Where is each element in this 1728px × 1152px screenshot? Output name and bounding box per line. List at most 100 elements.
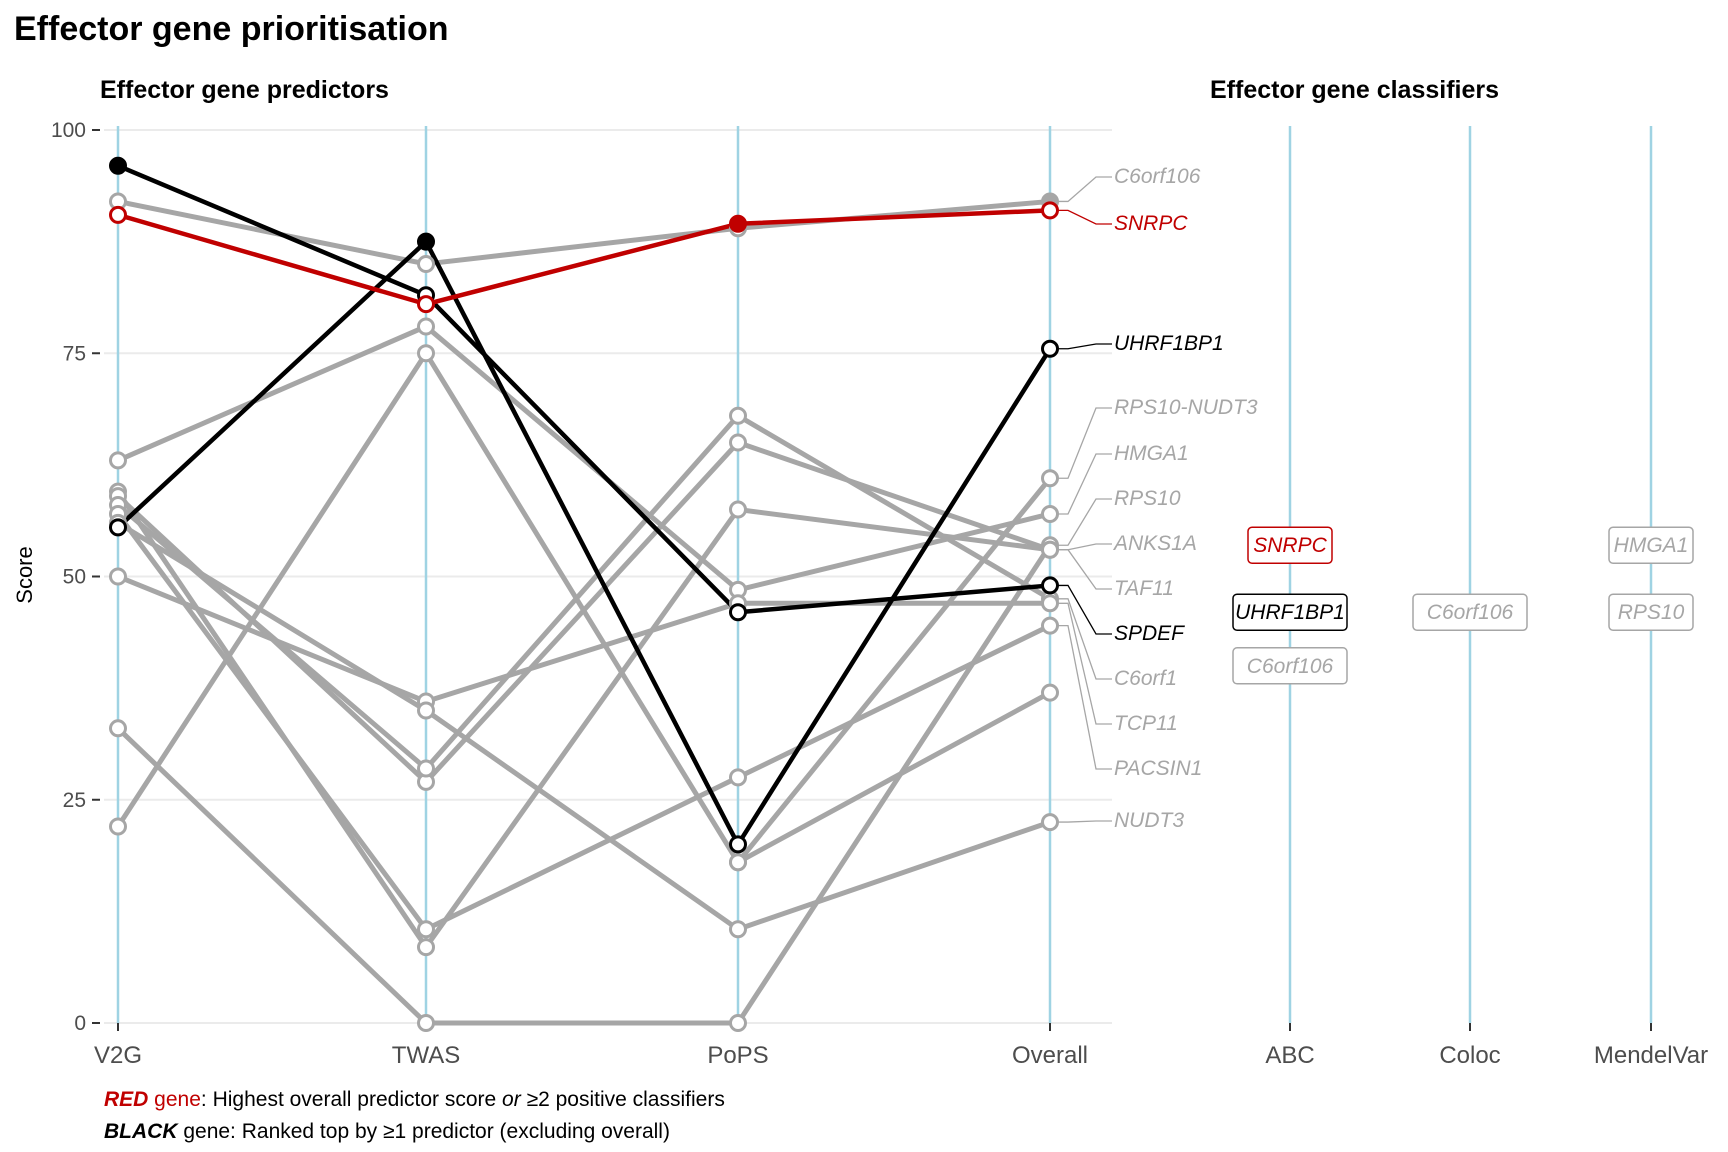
label-leader	[1058, 453, 1112, 515]
data-point	[729, 835, 747, 854]
series-points	[109, 156, 1059, 1032]
footnote-black: BLACK gene: Ranked top by ≥1 predictor (…	[104, 1120, 670, 1144]
classifier-box	[1608, 526, 1694, 564]
label-leader	[1058, 598, 1112, 680]
classifier-entry: C6orf106	[1412, 593, 1528, 631]
data-point	[109, 817, 127, 836]
classifier-box	[1412, 593, 1528, 631]
data-point	[729, 214, 747, 233]
classifier-gene-label: C6orf106	[1427, 601, 1514, 624]
classifier-entry: RPS10	[1608, 593, 1694, 631]
data-point	[417, 920, 435, 939]
classifier-gene-label: UHRF1BP1	[1235, 601, 1345, 624]
y-tick-label: 50	[63, 566, 86, 589]
label-leader	[1058, 584, 1112, 635]
footnote-red: RED gene: Highest overall predictor scor…	[104, 1088, 725, 1112]
label-leader	[1058, 820, 1112, 823]
y-tick-label: 25	[63, 789, 86, 812]
classifier-box	[1232, 647, 1348, 685]
classifiers-title: Effector gene classifiers	[1210, 76, 1500, 104]
gene-label: UHRF1BP1	[1114, 332, 1224, 355]
gene-label: SPDEF	[1114, 622, 1185, 645]
classifier-labels: SNRPC UHRF1BP1 C6orf106 C6orf106 HMGA1 RPS10	[1232, 526, 1694, 685]
series-line	[736, 690, 1052, 865]
label-leader	[1058, 209, 1112, 225]
series-line	[115, 490, 1051, 950]
data-point	[729, 406, 747, 425]
data-point	[109, 719, 127, 738]
data-point	[729, 603, 747, 622]
label-leader	[1058, 549, 1112, 590]
chart-title: Effector gene prioritisation	[14, 10, 449, 48]
data-point	[1041, 683, 1059, 702]
gene-label: C6orf1	[1114, 667, 1177, 690]
data-point	[109, 205, 127, 224]
x-tick-label: Overall	[1012, 1042, 1088, 1069]
gene-label: PACSIN1	[1114, 757, 1202, 780]
label-leader	[1058, 624, 1112, 770]
y-tick-label: 0	[74, 1012, 86, 1035]
data-point	[109, 518, 127, 537]
gridlines	[104, 129, 1112, 1024]
series-lines	[115, 163, 1053, 1026]
series-line	[116, 239, 1052, 847]
data-point	[417, 344, 435, 363]
x-tick-label: Coloc	[1439, 1042, 1500, 1069]
data-point	[417, 938, 435, 957]
data-point	[1041, 576, 1059, 595]
footnote-red-text-a: : Highest overall predictor score	[200, 1088, 503, 1111]
data-point	[729, 768, 747, 787]
classifier-gene-label: HMGA1	[1614, 534, 1689, 557]
series-line	[117, 163, 1051, 615]
x-tick-label: PoPS	[707, 1042, 768, 1069]
data-point	[417, 254, 435, 273]
data-point	[1041, 201, 1059, 220]
data-point	[1041, 813, 1059, 832]
data-point	[417, 701, 435, 720]
data-point	[417, 232, 435, 251]
series-line	[116, 543, 1053, 1026]
data-point	[729, 433, 747, 452]
label-leader	[1058, 343, 1112, 350]
classifier-entry: C6orf106	[1232, 647, 1348, 685]
gene-label: RPS10	[1114, 487, 1181, 510]
data-point	[417, 317, 435, 336]
classifier-box	[1608, 593, 1694, 631]
series-line	[116, 413, 1052, 771]
data-point	[1041, 504, 1059, 523]
data-point	[1041, 540, 1059, 559]
data-point	[417, 759, 435, 778]
data-point	[1041, 616, 1059, 635]
data-point	[1041, 594, 1059, 613]
x-tick-label: TWAS	[392, 1042, 460, 1069]
data-point	[109, 156, 127, 175]
axis-lines	[116, 126, 1653, 1023]
series-line	[116, 520, 1051, 932]
footnote-red-word: RED	[104, 1088, 149, 1111]
data-point	[417, 295, 435, 314]
predictors-title: Effector gene predictors	[100, 76, 389, 104]
series-line	[117, 208, 1051, 307]
x-tick-label: V2G	[94, 1042, 142, 1069]
label-leader	[1058, 498, 1112, 546]
classifier-entry: HMGA1	[1608, 526, 1694, 564]
classifier-entry: SNRPC	[1247, 526, 1333, 564]
y-axis: 0 25 50 75 100	[51, 119, 100, 1035]
footnote-black-word: BLACK	[104, 1120, 178, 1143]
gene-label: HMGA1	[1114, 442, 1189, 465]
series-line	[115, 350, 1052, 865]
gene-label: TAF11	[1114, 577, 1174, 600]
footnote-red-text-b: ≥2 positive classifiers	[520, 1088, 725, 1111]
classifier-gene-label: RPS10	[1618, 601, 1685, 624]
x-axis: V2G TWAS PoPS Overall ABC Coloc MendelVar	[94, 1023, 1708, 1069]
y-axis-label: Score	[12, 546, 37, 603]
series-line	[115, 512, 1052, 932]
label-leader	[1058, 176, 1112, 203]
data-point	[109, 567, 127, 586]
classifier-entry: UHRF1BP1	[1232, 593, 1348, 631]
data-point	[729, 500, 747, 519]
x-tick-label: MendelVar	[1594, 1042, 1708, 1069]
data-point	[729, 920, 747, 939]
series-line	[117, 574, 1050, 705]
